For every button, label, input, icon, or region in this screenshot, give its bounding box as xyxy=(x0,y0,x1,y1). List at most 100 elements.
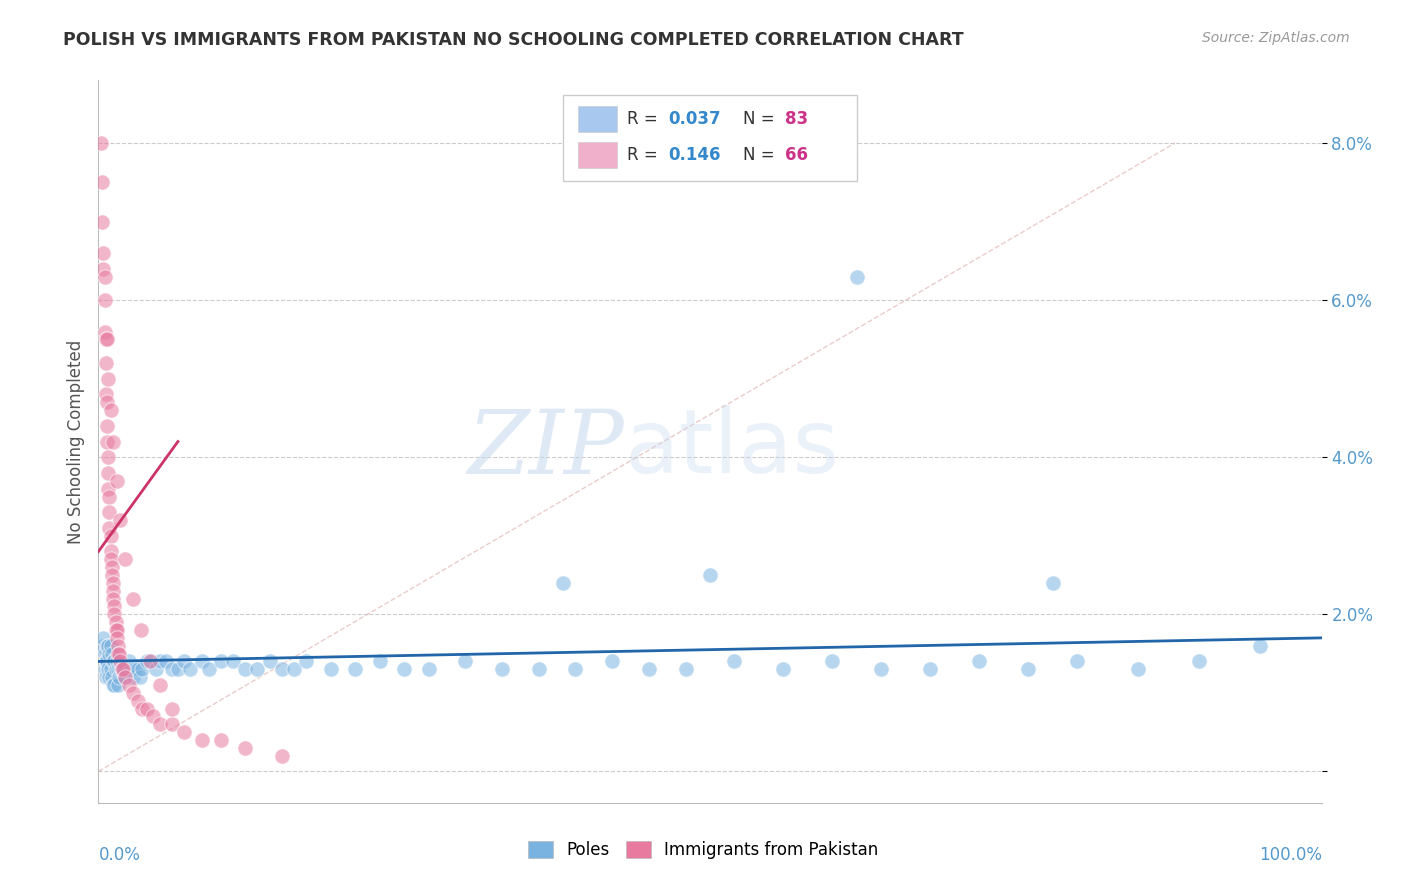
Point xyxy=(97,372,120,386)
Point xyxy=(108,647,131,661)
Text: ZIP: ZIP xyxy=(468,405,624,492)
Point xyxy=(821,655,844,669)
Point xyxy=(209,733,232,747)
Legend: Poles, Immigrants from Pakistan: Poles, Immigrants from Pakistan xyxy=(520,834,886,866)
Point xyxy=(91,246,114,260)
Point xyxy=(246,662,269,676)
Point xyxy=(91,261,114,276)
Point xyxy=(111,662,134,676)
Text: 100.0%: 100.0% xyxy=(1258,847,1322,864)
Point xyxy=(160,717,183,731)
Point xyxy=(111,662,134,676)
Point xyxy=(454,655,477,669)
Point xyxy=(368,655,391,669)
Point xyxy=(94,655,117,669)
Point xyxy=(94,356,117,370)
Point xyxy=(191,733,214,747)
Point xyxy=(110,655,132,669)
Point xyxy=(101,655,124,669)
Point xyxy=(270,748,294,763)
Point xyxy=(96,655,118,669)
Point xyxy=(111,662,134,676)
Point xyxy=(107,639,129,653)
Point xyxy=(101,591,124,606)
Point xyxy=(139,655,162,669)
Point xyxy=(553,575,575,590)
Text: N =: N = xyxy=(742,146,780,164)
Point xyxy=(136,701,159,715)
Point xyxy=(167,662,190,676)
Bar xyxy=(578,143,617,169)
Point xyxy=(93,269,115,284)
Point xyxy=(91,175,114,189)
Point xyxy=(100,552,122,566)
Point xyxy=(114,552,136,566)
Point xyxy=(105,623,128,637)
Point xyxy=(344,662,367,676)
Point xyxy=(637,662,661,676)
Point xyxy=(103,678,125,692)
Point xyxy=(107,647,129,661)
Point xyxy=(120,662,142,676)
Point xyxy=(149,655,172,669)
Point xyxy=(142,709,165,723)
Point xyxy=(160,662,183,676)
Point xyxy=(105,474,128,488)
Text: N =: N = xyxy=(742,111,780,128)
Bar xyxy=(578,106,617,132)
Point xyxy=(96,639,118,653)
Point xyxy=(107,662,129,676)
Point xyxy=(160,701,183,715)
Point xyxy=(98,670,121,684)
Text: R =: R = xyxy=(627,111,662,128)
Point xyxy=(155,655,177,669)
Point xyxy=(96,434,118,449)
Point xyxy=(98,521,121,535)
Point xyxy=(564,662,586,676)
Point xyxy=(101,575,124,590)
Point xyxy=(93,662,115,676)
Point xyxy=(233,662,256,676)
Text: 0.0%: 0.0% xyxy=(98,847,141,864)
Point xyxy=(392,662,416,676)
Point xyxy=(121,591,143,606)
Point xyxy=(1066,655,1088,669)
Point xyxy=(98,490,121,504)
Point xyxy=(139,655,162,669)
Point xyxy=(98,505,121,519)
Point xyxy=(103,655,125,669)
Point xyxy=(149,717,172,731)
Point xyxy=(845,269,868,284)
Point xyxy=(93,325,115,339)
Text: POLISH VS IMMIGRANTS FROM PAKISTAN NO SCHOOLING COMPLETED CORRELATION CHART: POLISH VS IMMIGRANTS FROM PAKISTAN NO SC… xyxy=(63,31,965,49)
Point xyxy=(105,655,128,669)
Point xyxy=(112,662,135,676)
Point xyxy=(1042,575,1064,590)
Text: R =: R = xyxy=(627,146,662,164)
Point xyxy=(96,333,118,347)
Point xyxy=(101,670,124,684)
Point xyxy=(121,670,143,684)
Point xyxy=(967,655,990,669)
Point xyxy=(129,670,152,684)
Point xyxy=(96,395,118,409)
Point xyxy=(179,662,201,676)
Point xyxy=(699,568,721,582)
Text: 0.146: 0.146 xyxy=(668,146,721,164)
Point xyxy=(270,662,294,676)
Point xyxy=(101,583,124,598)
Point xyxy=(110,513,132,527)
Y-axis label: No Schooling Completed: No Schooling Completed xyxy=(66,340,84,543)
Point xyxy=(131,701,153,715)
Point xyxy=(100,662,122,676)
Point xyxy=(1128,662,1150,676)
Point xyxy=(129,623,152,637)
Point xyxy=(96,418,118,433)
Point xyxy=(101,568,124,582)
Point xyxy=(870,662,893,676)
Point xyxy=(723,655,745,669)
Point xyxy=(1017,662,1039,676)
Point xyxy=(93,647,115,661)
Point xyxy=(107,678,129,692)
Point xyxy=(103,607,125,622)
